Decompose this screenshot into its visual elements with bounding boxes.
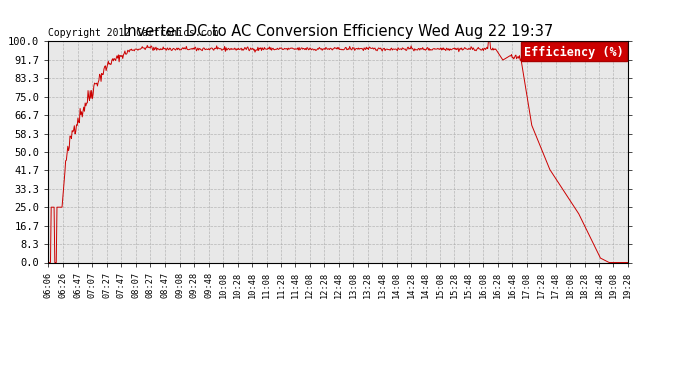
Text: Efficiency (%): Efficiency (%) [524,45,624,58]
Title: Inverter DC to AC Conversion Efficiency Wed Aug 22 19:37: Inverter DC to AC Conversion Efficiency … [123,24,553,39]
Text: Copyright 2012 Cartronics.com: Copyright 2012 Cartronics.com [48,28,219,38]
